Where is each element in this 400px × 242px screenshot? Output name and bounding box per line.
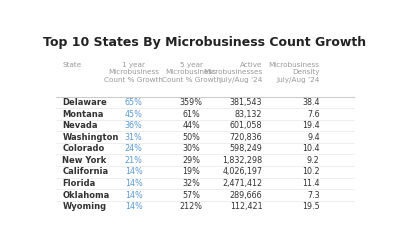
Text: 10.4: 10.4: [302, 144, 320, 153]
Text: 44%: 44%: [182, 121, 200, 130]
Text: Colorado: Colorado: [62, 144, 105, 153]
Text: Florida: Florida: [62, 179, 96, 188]
Text: 14%: 14%: [125, 202, 142, 211]
Text: 9.4: 9.4: [307, 133, 320, 142]
Text: 21%: 21%: [125, 156, 143, 165]
Text: 30%: 30%: [182, 144, 200, 153]
Text: 24%: 24%: [125, 144, 143, 153]
Text: 50%: 50%: [182, 133, 200, 142]
Text: 57%: 57%: [182, 190, 200, 200]
Text: 14%: 14%: [125, 167, 142, 176]
Text: Montana: Montana: [62, 110, 104, 119]
Text: Microbusiness
Density
July/Aug '24: Microbusiness Density July/Aug '24: [269, 62, 320, 83]
Text: 36%: 36%: [125, 121, 142, 130]
Text: 2,471,412: 2,471,412: [222, 179, 262, 188]
Text: 601,058: 601,058: [230, 121, 262, 130]
Text: 32%: 32%: [182, 179, 200, 188]
Text: 598,249: 598,249: [230, 144, 262, 153]
Text: California: California: [62, 167, 108, 176]
Text: 212%: 212%: [180, 202, 202, 211]
Text: New York: New York: [62, 156, 107, 165]
Text: 10.2: 10.2: [302, 167, 320, 176]
Text: 7.3: 7.3: [307, 190, 320, 200]
Text: 5 year
Microbusiness
Count % Growth: 5 year Microbusiness Count % Growth: [162, 62, 220, 83]
Text: 720,836: 720,836: [230, 133, 262, 142]
Text: 83,132: 83,132: [235, 110, 262, 119]
Text: 381,543: 381,543: [230, 98, 262, 107]
Text: 1 year
Microbusiness
Count % Growth: 1 year Microbusiness Count % Growth: [104, 62, 163, 83]
Text: 112,421: 112,421: [230, 202, 262, 211]
Text: Oklahoma: Oklahoma: [62, 190, 110, 200]
Text: 65%: 65%: [125, 98, 143, 107]
Text: 61%: 61%: [182, 110, 200, 119]
Text: 7.6: 7.6: [307, 110, 320, 119]
Text: 45%: 45%: [125, 110, 143, 119]
Text: 14%: 14%: [125, 179, 142, 188]
Text: Delaware: Delaware: [62, 98, 107, 107]
Text: 14%: 14%: [125, 190, 142, 200]
Text: Active
Microbusinesses
July/Aug '24: Active Microbusinesses July/Aug '24: [203, 62, 262, 83]
Text: 19%: 19%: [182, 167, 200, 176]
Text: 289,666: 289,666: [230, 190, 262, 200]
Text: Washington: Washington: [62, 133, 119, 142]
Text: 29%: 29%: [182, 156, 200, 165]
Text: 31%: 31%: [125, 133, 142, 142]
Text: 38.4: 38.4: [302, 98, 320, 107]
Text: 4,026,197: 4,026,197: [222, 167, 262, 176]
Text: 1,832,298: 1,832,298: [222, 156, 262, 165]
Text: 19.4: 19.4: [302, 121, 320, 130]
Text: 11.4: 11.4: [302, 179, 320, 188]
Text: 19.5: 19.5: [302, 202, 320, 211]
Text: State: State: [62, 62, 82, 68]
Text: 359%: 359%: [180, 98, 202, 107]
Text: 9.2: 9.2: [307, 156, 320, 165]
Text: Nevada: Nevada: [62, 121, 98, 130]
Text: Wyoming: Wyoming: [62, 202, 106, 211]
Text: Top 10 States By Microbusiness Count Growth: Top 10 States By Microbusiness Count Gro…: [44, 36, 366, 49]
